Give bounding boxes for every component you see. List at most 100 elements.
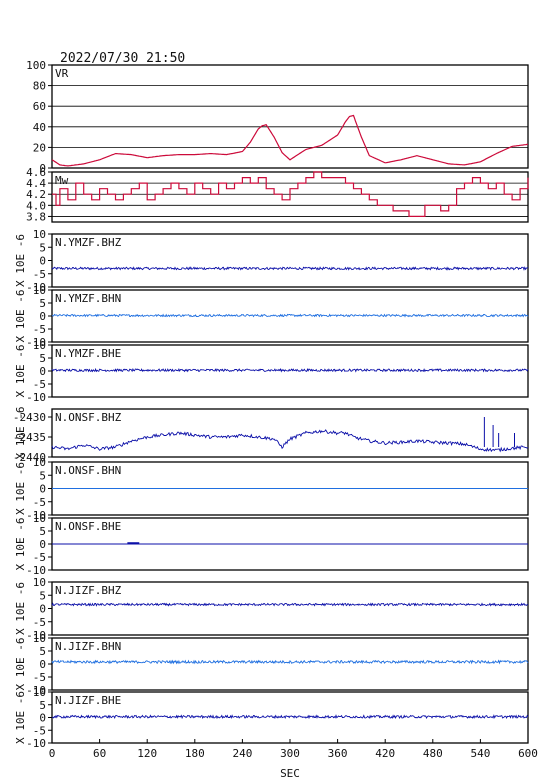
x-tick-label: 540 [470,747,490,760]
panel-n-ymzf-bhz: -10-505 10 X 10E -6 N.YMZF.BHZ [14,228,529,294]
y-axis-units: X 10E -6 [14,290,27,343]
panel-label: VR [55,67,69,80]
panel-mw: 3.84.04.24.44.6 Mw [26,166,529,223]
x-tick-label: 0 [49,747,56,760]
panel-label: N.YMZF.BHN [55,292,121,305]
panel-label: N.ONSF.BHE [55,520,121,533]
y-tick-label: 0 [39,712,46,725]
y-tick-label: -5 [33,551,46,564]
x-tick-label: 120 [137,747,157,760]
y-tick-label: -5 [33,616,46,629]
y-axis-units: X 10E -6 [14,234,27,287]
y-tick-label: 10 [33,576,46,589]
y-tick-label: -10 [26,684,46,697]
x-tick-label: 360 [328,747,348,760]
y-tick-label: 0 [39,255,46,268]
y-tick-label: -10 [26,509,46,522]
y-tick-label: -2430 [13,411,46,424]
y-tick-label: 0 [39,658,46,671]
y-tick-label: -10 [26,737,46,750]
x-tick-label: 60 [93,747,106,760]
y-tick-label: 5 [39,297,46,310]
series-line [51,313,529,318]
panel-vr: 0 20 40 60 80 100 VR [26,59,529,175]
y-axis-units: X 10E -6 [14,691,27,744]
y-tick-label: 5 [39,645,46,658]
y-tick-label: -5 [33,268,46,281]
series-line [51,714,529,720]
panel-label: N.YMZF.BHZ [55,236,122,249]
x-tick-label: 480 [423,747,443,760]
y-tick-label: 10 [33,632,46,645]
y-tick-label: 5 [39,589,46,602]
panel-frame [51,233,529,288]
series-line [51,602,529,607]
x-tick-label: 600 [518,747,538,760]
y-tick-label: 4.4 [26,177,46,190]
y-tick-label: 100 [26,59,46,72]
y-tick-label: -10 [26,629,46,642]
series-line [51,429,529,453]
y-tick-label: 4.2 [26,188,46,201]
y-tick-label: 4.6 [26,166,46,179]
panel-label: N.JIZF.BHE [55,694,121,707]
y-tick-label: 60 [33,100,46,113]
series-line [51,266,529,271]
panel-label: N.ONSF.BHZ [55,411,122,424]
y-axis-units: X 10E -6 [14,407,27,460]
y-tick-label: 0 [39,365,46,378]
y-tick-label: -2435 [13,431,46,444]
panel-frame [51,408,529,458]
y-tick-label: 0 [39,603,46,616]
panel-label: N.JIZF.BHN [55,640,121,653]
x-tick-label: 240 [232,747,252,760]
y-tick-label: 40 [33,121,46,134]
series-line [51,659,529,665]
y-tick-label: 5 [39,352,46,365]
y-tick-label: -5 [33,323,46,336]
y-tick-label: 4.0 [26,199,46,212]
y-tick-label: -2440 [13,451,46,464]
panel-label: N.JIZF.BHZ [55,584,122,597]
y-axis-units: X 10E -6 [14,462,27,515]
panel-label: N.YMZF.BHE [55,347,121,360]
y-tick-label: -5 [33,724,46,737]
panel-label: Mw [55,174,69,187]
series-line [51,367,529,373]
y-axis-units: X 10E -6 [14,582,27,635]
y-axis-units: X 10E -6 [14,518,27,571]
y-tick-label: 10 [33,512,46,525]
series-line [52,171,529,217]
y-tick-label: 0 [39,538,46,551]
y-tick-label: 5 [39,241,46,254]
y-tick-label: 20 [33,141,46,154]
y-tick-label: 0 [39,310,46,323]
y-tick-label: 0 [39,162,46,175]
y-tick-label: -5 [33,378,46,391]
y-tick-label: -5 [33,671,46,684]
x-tick-label: 300 [280,747,300,760]
y-axis-units: X 10E -6 [14,638,27,691]
y-tick-label: 5 [39,525,46,538]
panel-frame [51,64,529,169]
y-tick-label: 10 [33,284,46,297]
panel-frame [51,637,529,691]
figure-title: 2022/07/30 21:50 [60,51,185,66]
y-tick-label: -5 [33,496,46,509]
y-tick-label: 5 [39,469,46,482]
panel-frame [51,581,529,636]
y-tick-label: 3.8 [26,210,46,223]
y-tick-label: -10 [26,564,46,577]
y-tick-label: 5 [39,699,46,712]
y-tick-label: -10 [26,391,46,404]
x-axis: 0 60 120 180 240 300 360 420 480 540 600 [49,739,538,760]
y-tick-label: 80 [33,80,46,93]
y-tick-label: -10 [26,281,46,294]
